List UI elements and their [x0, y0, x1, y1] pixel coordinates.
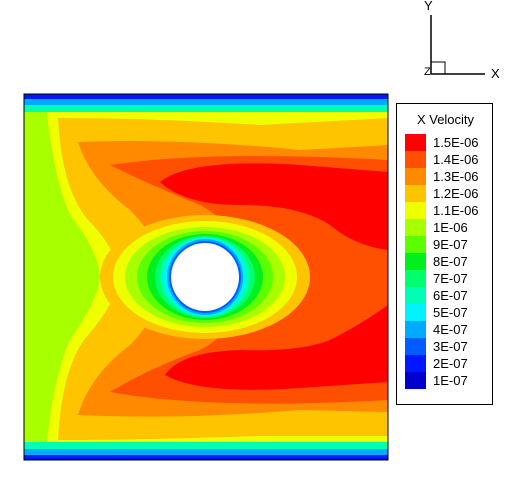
legend-entry: 7E-07 — [405, 270, 490, 287]
legend-label: 1.2E-06 — [433, 186, 479, 201]
legend-entry: 9E-07 — [405, 236, 490, 253]
legend-entry: 1.1E-06 — [405, 202, 490, 219]
legend: X Velocity 1.5E-06 1.4E-06 1.3E-06 1.2E-06 1… — [396, 103, 493, 405]
legend-label: 1.1E-06 — [433, 203, 479, 218]
bottom-wall-layer-2 — [24, 449, 388, 460]
contour-red-lower — [165, 305, 388, 390]
legend-swatch — [405, 185, 426, 202]
triad-z-label: Z — [424, 66, 431, 78]
legend-label: 8E-07 — [433, 254, 468, 269]
legend-label: 3E-07 — [433, 339, 468, 354]
bottom-wall-layer-3 — [24, 455, 388, 460]
inlet-region — [24, 112, 46, 442]
legend-entry: 1.4E-06 — [405, 151, 490, 168]
cylinder-obstacle — [171, 243, 239, 311]
legend-swatch — [405, 355, 426, 372]
contour-red-upper — [160, 163, 388, 250]
legend-entry: 1.5E-06 — [405, 134, 490, 151]
triad-y-label: Y — [424, 0, 433, 13]
legend-swatch — [405, 134, 426, 151]
legend-swatch — [405, 219, 426, 236]
legend-entry: 1.3E-06 — [405, 168, 490, 185]
legend-label: 2E-07 — [433, 356, 468, 371]
legend-label: 1E-06 — [433, 220, 468, 235]
domain-border — [23, 93, 389, 461]
legend-title: X Velocity — [416, 112, 475, 127]
legend-label: 5E-07 — [433, 305, 468, 320]
legend-entry: 6E-07 — [405, 287, 490, 304]
legend-entry: 5E-07 — [405, 304, 490, 321]
top-wall-layer-2 — [24, 94, 388, 105]
legend-swatch — [405, 168, 426, 185]
legend-swatch — [405, 202, 426, 219]
legend-swatch — [405, 287, 426, 304]
legend-swatch — [405, 338, 426, 355]
legend-swatch — [405, 236, 426, 253]
legend-entry: 2E-07 — [405, 355, 490, 372]
legend-entry: 1E-06 — [405, 219, 490, 236]
legend-label: 1.4E-06 — [433, 152, 479, 167]
legend-label: 7E-07 — [433, 271, 468, 286]
velocity-field — [24, 94, 388, 460]
legend-swatch — [405, 321, 426, 338]
legend-swatch — [405, 253, 426, 270]
legend-swatch — [405, 304, 426, 321]
legend-entry: 8E-07 — [405, 253, 490, 270]
legend-swatch — [405, 151, 426, 168]
legend-entry: 3E-07 — [405, 338, 490, 355]
legend-swatch — [405, 372, 426, 389]
legend-entry: 1E-07 — [405, 372, 490, 389]
top-wall-layer-3 — [24, 94, 388, 99]
legend-label: 1.3E-06 — [433, 169, 479, 184]
legend-swatch — [405, 270, 426, 287]
triad-x-label: X — [491, 66, 500, 81]
legend-entry: 1.2E-06 — [405, 185, 490, 202]
legend-label: 1E-07 — [433, 373, 468, 388]
legend-label: 9E-07 — [433, 237, 468, 252]
legend-label: 1.5E-06 — [433, 135, 479, 150]
axis-triad — [430, 15, 485, 75]
legend-label: 6E-07 — [433, 288, 468, 303]
triad-box — [430, 61, 446, 75]
legend-entry: 4E-07 — [405, 321, 490, 338]
legend-label: 4E-07 — [433, 322, 468, 337]
